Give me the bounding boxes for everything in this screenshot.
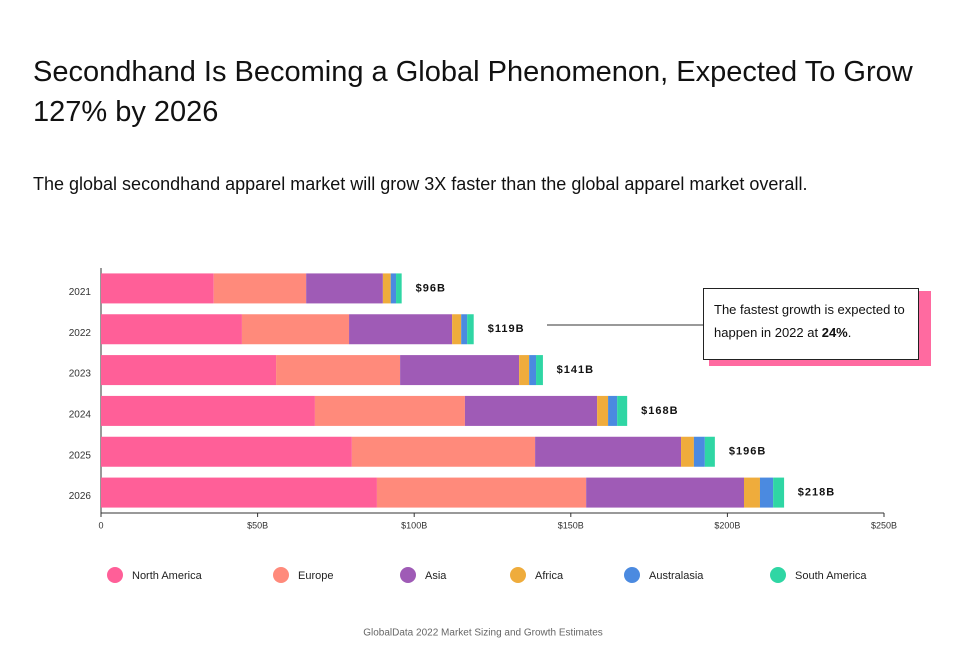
y-tick-label: 2022: [69, 328, 92, 339]
x-tick-label: $100B: [401, 520, 427, 530]
y-tick-label: 2021: [69, 287, 92, 298]
legend-marker: [624, 567, 640, 583]
legend-marker: [107, 567, 123, 583]
total-label: $196B: [729, 446, 766, 458]
y-tick-label: 2025: [69, 450, 92, 461]
bar-segment: [617, 395, 628, 426]
bar-segment: [535, 436, 682, 467]
bar-segment: [376, 477, 587, 508]
total-label: $168B: [641, 405, 678, 417]
legend-label: South America: [795, 570, 867, 582]
legend-marker: [273, 567, 289, 583]
y-tick-label: 2023: [69, 369, 92, 380]
bar-segment: [693, 436, 705, 467]
legend-marker: [400, 567, 416, 583]
legend-label: Asia: [425, 570, 447, 582]
bar-segment: [101, 436, 352, 467]
bar-segment: [452, 314, 462, 345]
total-label: $141B: [557, 364, 594, 376]
bar-segment: [529, 355, 537, 386]
bar-segment: [461, 314, 468, 345]
bar-segment: [400, 355, 520, 386]
y-tick-label: 2026: [69, 491, 92, 502]
bar-segment: [101, 477, 377, 508]
bar-segment: [276, 355, 401, 386]
bar-segment: [743, 477, 760, 508]
bar-segment: [351, 436, 536, 467]
chart-subtitle: The global secondhand apparel market wil…: [33, 174, 808, 194]
x-tick-label: $250B: [871, 520, 897, 530]
bar-segment: [773, 477, 785, 508]
annotation: The fastest growth is expected to happen…: [703, 288, 919, 360]
bar-segment: [464, 395, 598, 426]
annotation-text: .: [847, 325, 852, 340]
bar-segment: [586, 477, 744, 508]
annotation-highlight: 24%: [821, 325, 848, 340]
legend-marker: [770, 567, 786, 583]
bar-segment: [597, 395, 609, 426]
bar-segment: [101, 314, 242, 345]
bar-segment: [536, 355, 543, 386]
source: GlobalData 2022 Market Sizing and Growth…: [363, 628, 603, 639]
bar-segment: [101, 355, 277, 386]
legend-label: Australasia: [649, 570, 704, 582]
bar-segment: [608, 395, 618, 426]
bar-segment: [101, 395, 315, 426]
legend-label: North America: [132, 570, 203, 582]
bar-segment: [382, 273, 391, 304]
total-label: $119B: [488, 323, 525, 335]
annotation-text: The fastest growth is expected to happen…: [714, 302, 905, 340]
bar-segment: [467, 314, 474, 345]
bar-segment: [314, 395, 465, 426]
bar-segment: [519, 355, 530, 386]
bar-segment: [349, 314, 453, 345]
x-tick-label: $200B: [714, 520, 740, 530]
x-tick-label: 0: [98, 520, 103, 530]
bar-segment: [759, 477, 774, 508]
legend-label: Africa: [535, 570, 564, 582]
bar-segment: [241, 314, 350, 345]
y-tick-label: 2024: [69, 410, 92, 421]
legend-marker: [510, 567, 526, 583]
chart-title: Secondhand Is Becoming a Global Phenomen…: [33, 56, 913, 128]
bar-segment: [306, 273, 383, 304]
bar-segment: [101, 273, 214, 304]
bar-segment: [681, 436, 694, 467]
total-label: $218B: [798, 486, 835, 498]
bar-segment: [213, 273, 307, 304]
bar-segment: [390, 273, 397, 304]
x-tick-label: $50B: [247, 520, 268, 530]
bar-segment: [704, 436, 715, 467]
bar-segment: [396, 273, 402, 304]
total-label: $96B: [416, 282, 446, 294]
x-tick-label: $150B: [558, 520, 584, 530]
legend-label: Europe: [298, 570, 333, 582]
